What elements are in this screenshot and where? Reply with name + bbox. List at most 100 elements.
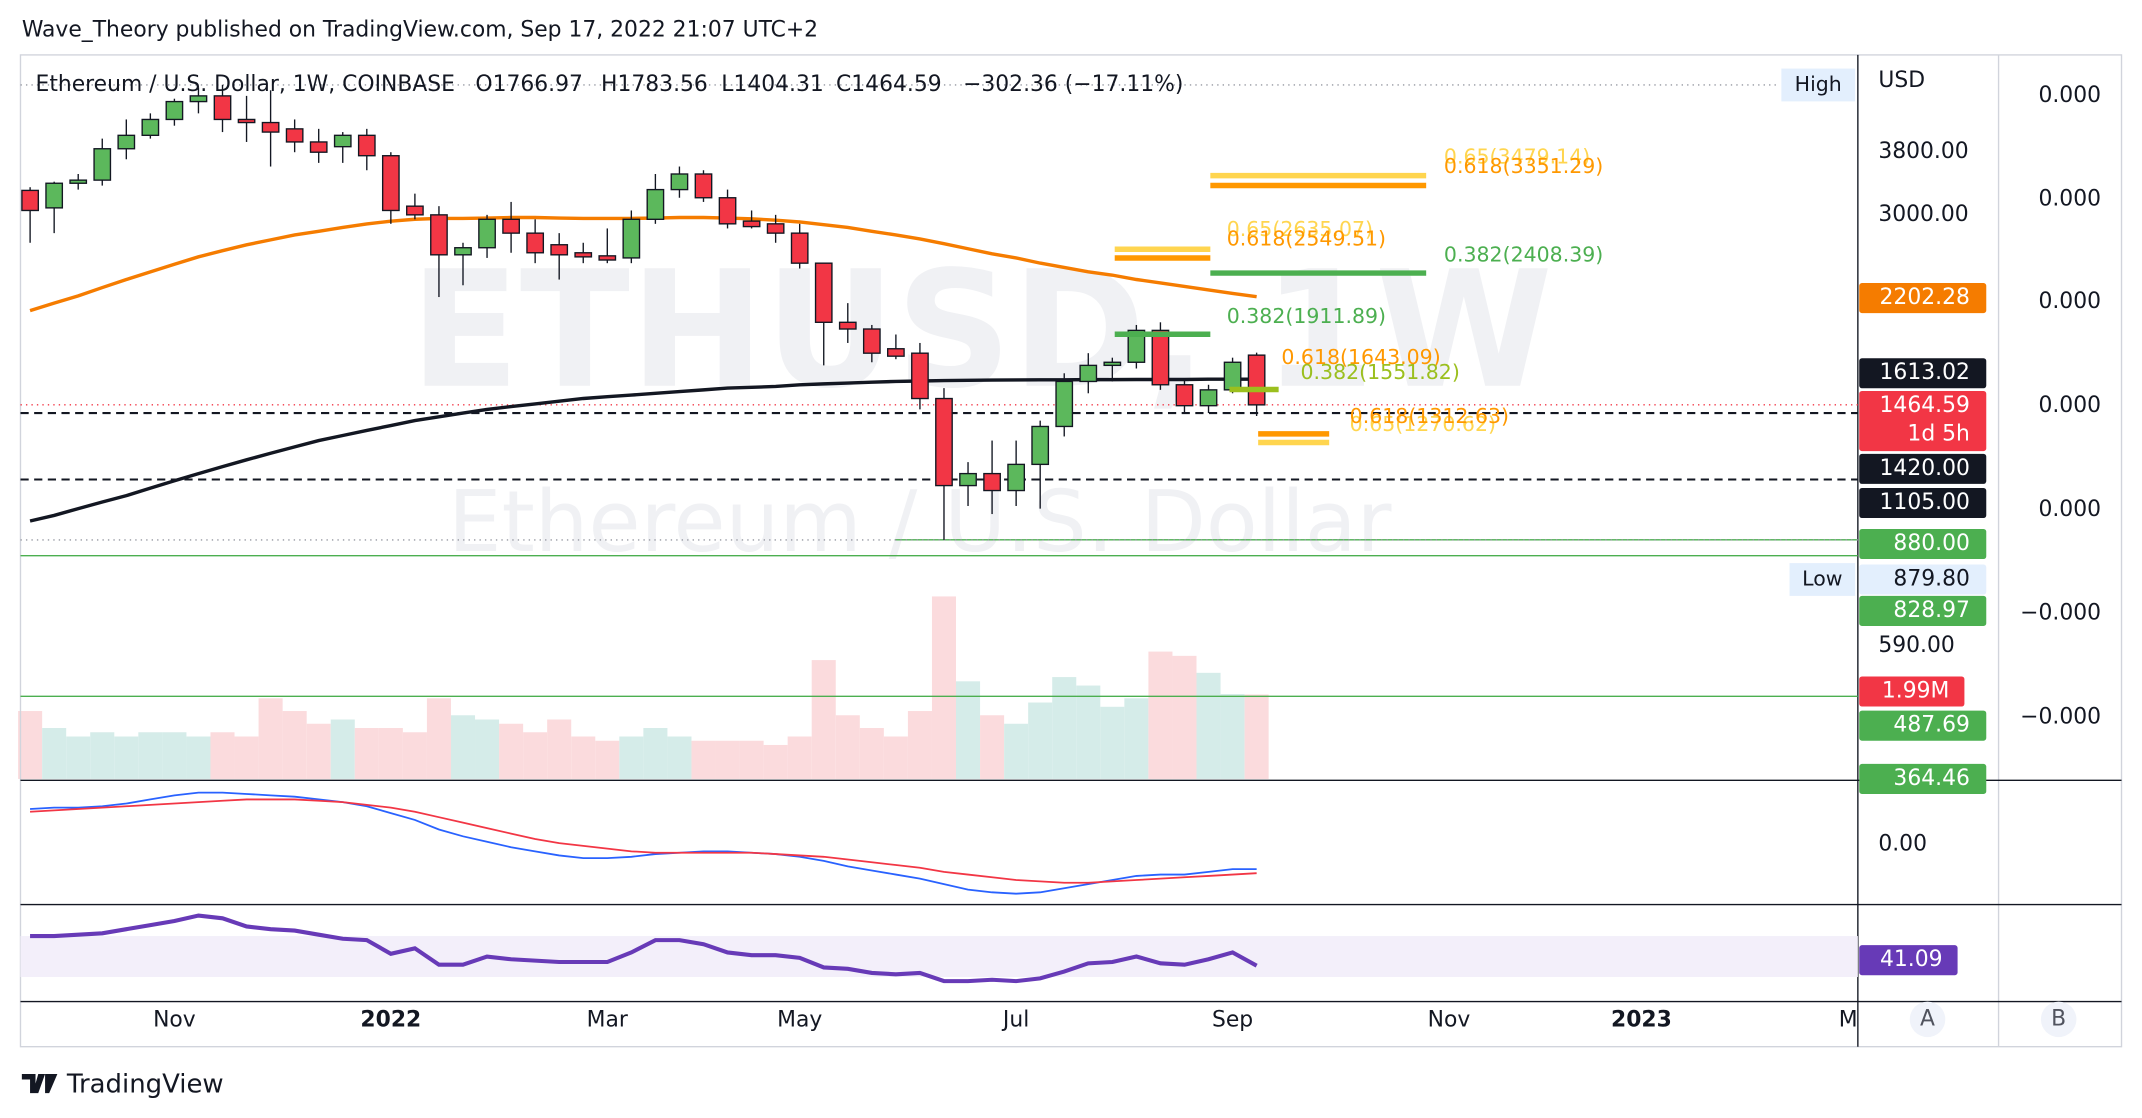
legend-low: L1404.31 xyxy=(721,72,823,97)
currency: USD xyxy=(1878,68,1925,93)
volume-bar xyxy=(1124,698,1149,779)
candle-body xyxy=(117,134,136,150)
volume-bar xyxy=(907,711,932,779)
candle-body xyxy=(911,352,929,400)
far-axis-label: 0.000 xyxy=(2038,393,2101,418)
volume-bar xyxy=(1076,685,1101,779)
price-badge-sublabel: 1d 5h xyxy=(1907,422,1969,447)
volume-bar xyxy=(354,728,379,779)
candle-body xyxy=(430,214,448,256)
header: Wave_Theory published on TradingView.com… xyxy=(22,17,818,42)
price-badge-label: 1613.02 xyxy=(1880,360,1970,385)
fib-label: 0.618(3351.29) xyxy=(1444,154,1603,178)
price-badge-label: 828.97 xyxy=(1893,598,1969,623)
candle-body xyxy=(1175,384,1194,407)
button-b-bg[interactable] xyxy=(2040,1001,2077,1038)
candle-body xyxy=(550,244,569,256)
price-badge-label: 2202.28 xyxy=(1880,285,1970,310)
rsi-band xyxy=(20,936,1858,978)
far-axis-label: 0.000 xyxy=(2038,83,2101,108)
legend-open: O1766.97 xyxy=(475,72,583,97)
button-a[interactable]: A xyxy=(1920,1006,1935,1031)
candle-body xyxy=(381,155,400,212)
volume-label: 1.99M xyxy=(1882,679,1949,704)
price-badge xyxy=(1859,595,1987,626)
candle-body xyxy=(1127,329,1146,363)
macd-tick-label: 0.00 xyxy=(1878,832,1927,857)
volume-bar xyxy=(787,736,812,779)
price-badge xyxy=(1859,564,1987,595)
volume-bar xyxy=(691,740,716,779)
price-badge xyxy=(1859,283,1987,314)
frame xyxy=(19,54,2123,1048)
candle-body xyxy=(333,134,352,148)
candle-body xyxy=(766,223,785,234)
moving-average xyxy=(29,377,1257,523)
volume-bar xyxy=(66,736,91,779)
x-tick-label: May xyxy=(777,1008,822,1033)
price-badge xyxy=(1859,763,1987,794)
candle-body xyxy=(694,173,713,199)
brand-logo xyxy=(21,1074,58,1094)
volume-bar xyxy=(715,740,740,779)
candle-body xyxy=(357,134,376,157)
x-tick-label: Nov xyxy=(1428,1008,1471,1033)
fib-label: 0.618(1643.09) xyxy=(1281,345,1440,369)
volume-bar xyxy=(571,736,596,779)
price-badge xyxy=(1859,358,1987,389)
candle-body xyxy=(309,141,328,153)
button-a-bg[interactable] xyxy=(1909,1001,1946,1038)
volume-bar xyxy=(931,596,957,779)
high-tag: High xyxy=(1795,72,1842,96)
candle-body xyxy=(1007,463,1026,492)
candle-body xyxy=(285,128,304,143)
volume-bar xyxy=(234,736,259,779)
volume-bar xyxy=(162,732,187,779)
candle-body xyxy=(213,95,232,121)
y-tick-label: 3000.00 xyxy=(1878,202,1968,227)
macd-line xyxy=(30,791,1257,895)
candle-body xyxy=(670,173,689,191)
candle-body xyxy=(790,232,809,264)
volume-bar xyxy=(1244,694,1269,779)
candle-body xyxy=(622,218,641,259)
price-badge xyxy=(1859,710,1987,741)
volume-bar xyxy=(595,740,620,779)
candle-body xyxy=(502,218,520,234)
volume-bar xyxy=(1028,702,1053,779)
candle-body xyxy=(141,118,160,137)
volume-bar xyxy=(1220,694,1245,779)
volume-bar xyxy=(956,681,981,779)
x-tick-label: 2022 xyxy=(360,1008,421,1033)
candle-body xyxy=(1199,389,1218,407)
price-badge-label: 1105.00 xyxy=(1880,490,1970,515)
legend-change: −302.36 (−17.11%) xyxy=(963,72,1183,97)
moving-average xyxy=(29,215,1257,313)
candle-body xyxy=(959,472,977,487)
candle-body xyxy=(887,348,905,357)
rsi-badge xyxy=(1859,945,1958,976)
volume-bar xyxy=(402,732,427,779)
candle-body xyxy=(574,252,593,258)
candle-body xyxy=(598,255,617,261)
volume-bar xyxy=(258,698,283,779)
candle-body xyxy=(69,179,88,184)
volume-bar xyxy=(883,736,908,779)
rsi-line xyxy=(30,913,1258,984)
volume-bar xyxy=(306,723,331,779)
volume-bar xyxy=(499,723,524,779)
button-b[interactable]: B xyxy=(2051,1006,2066,1031)
volume-bar xyxy=(739,740,764,779)
candle-body xyxy=(93,148,112,181)
legend-close: C1464.59 xyxy=(836,72,942,97)
volume-bar xyxy=(18,711,43,779)
volume-bar xyxy=(1148,651,1173,779)
candle-body xyxy=(983,472,1001,492)
fib-label: 0.382(1911.89) xyxy=(1227,304,1386,328)
candle-body xyxy=(165,100,184,121)
volume-bar xyxy=(475,719,500,779)
rsi-label: 41.09 xyxy=(1880,947,1943,972)
volume-bar xyxy=(523,732,548,779)
candle-body xyxy=(454,247,472,256)
